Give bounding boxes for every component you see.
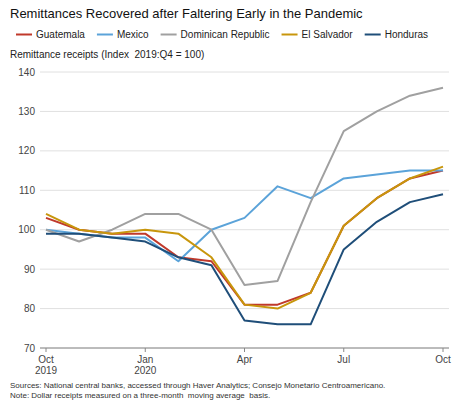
x-tick-label: Oct2019 — [35, 354, 58, 376]
y-tick-label: 140 — [18, 67, 35, 78]
legend-label: Guatemala — [36, 29, 85, 40]
x-tick-label: Apr — [237, 354, 253, 365]
x-tick — [443, 348, 444, 352]
y-tick-label: 120 — [18, 145, 35, 156]
title: Remittances Recovered after Faltering Ea… — [10, 6, 363, 21]
legend-item: Dominican Republic — [161, 29, 270, 40]
plot-area — [46, 88, 443, 325]
y-axis: 70 80 90 100 110 120 130 140 — [18, 67, 449, 354]
x-tick — [343, 348, 344, 352]
legend-swatch — [16, 34, 32, 36]
legend-label: Honduras — [385, 29, 428, 40]
legend-swatch — [282, 34, 298, 36]
legend-label: El Salvador — [302, 29, 354, 40]
x-tick — [145, 348, 146, 352]
x-tick-label: Jul — [337, 354, 350, 365]
legend-item: Guatemala — [16, 29, 85, 40]
x-tick — [46, 348, 47, 352]
grid-line — [40, 111, 449, 112]
series-line — [46, 194, 443, 324]
y-axis-label: Remittance receipts (Index 2019:Q4 = 100… — [10, 49, 204, 60]
legend-item: El Salvador — [282, 29, 354, 40]
grid-line — [40, 308, 449, 309]
x-tick-label: Jan2020 — [134, 354, 157, 376]
series-line — [46, 171, 443, 262]
legend: Guatemala Mexico Dominican Republic El Salv… — [16, 29, 428, 40]
legend-swatch — [161, 34, 177, 36]
annotation: Sources: National central banks, accesse… — [10, 381, 385, 390]
legend-item: Honduras — [365, 29, 428, 40]
grid-line — [40, 150, 449, 151]
annotation: Note: Dollar receipts measured on a thre… — [10, 391, 270, 400]
x-axis: Oct2019 Jan2020 Apr Jul Oct — [35, 348, 451, 376]
legend-label: Dominican Republic — [181, 29, 270, 40]
chart: Remittances Recovered after Faltering Ea… — [0, 0, 459, 407]
legend-swatch — [365, 34, 381, 36]
legend-item: Mexico — [97, 29, 149, 40]
y-tick-label: 110 — [19, 185, 35, 196]
y-tick-label: 130 — [18, 106, 35, 117]
series-line — [46, 88, 443, 285]
legend-label: Mexico — [117, 29, 149, 40]
grid-line — [40, 72, 449, 73]
grid-line — [40, 229, 449, 230]
grid-line — [40, 269, 449, 270]
y-tick-label: 80 — [24, 303, 36, 314]
x-tick — [244, 348, 245, 352]
y-tick-label: 100 — [18, 224, 35, 235]
y-tick-label: 70 — [24, 343, 36, 354]
y-tick-label: 90 — [24, 264, 36, 275]
x-tick-label: Oct — [435, 354, 451, 365]
legend-swatch — [97, 34, 113, 36]
